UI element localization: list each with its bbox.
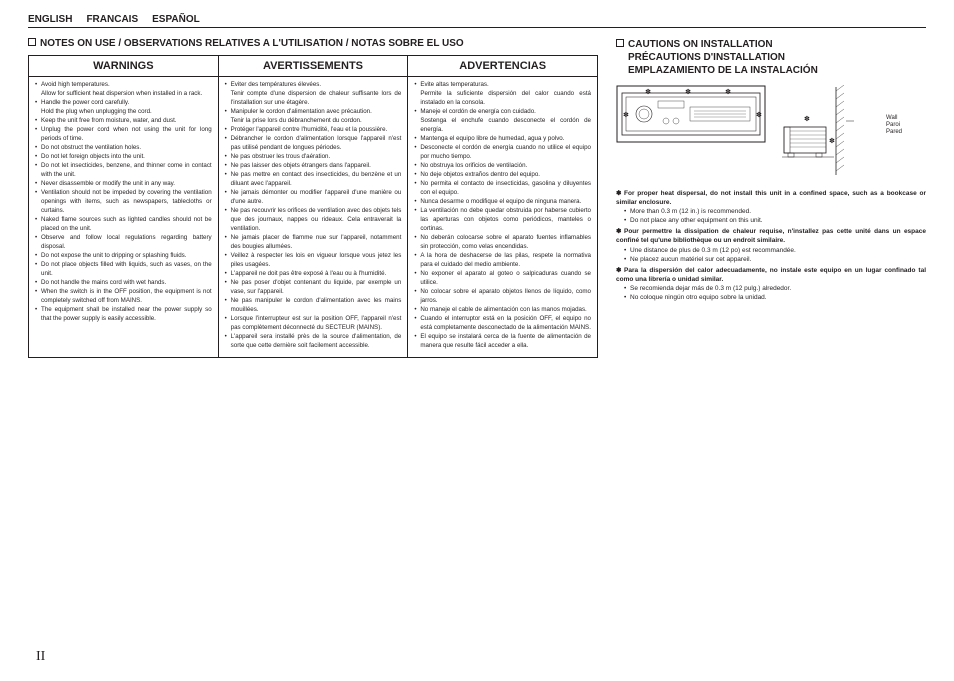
warning-item: Unplug the power cord when not using the… [35, 126, 212, 144]
caution-fr-b1: Une distance de plus de 0.3 m (12 po) es… [624, 246, 926, 255]
warning-item: When the switch is in the OFF position, … [35, 288, 212, 306]
warning-item: Evite altas temperaturas.Permite la sufi… [414, 81, 591, 108]
warning-item: Mantenga el equipo libre de humedad, agu… [414, 135, 591, 144]
warning-item: El equipo se instalará cerca de la fuent… [414, 333, 591, 351]
notes-title: NOTES ON USE / OBSERVATIONS RELATIVES A … [28, 38, 598, 49]
lang-es: ESPAÑOL [152, 14, 200, 25]
warning-item: No maneje el cable de alimentación con l… [414, 306, 591, 315]
installation-diagram: ✽ ✽ ✽ ✽ ✽ [616, 85, 926, 177]
cautions-title: CAUTIONS ON INSTALLATION PRÉCAUTIONS D'I… [616, 38, 926, 77]
warning-item: Do not place objects filled with liquids… [35, 261, 212, 279]
caution-fr-b2: Ne placez aucun matériel sur cet apparei… [624, 255, 926, 264]
warning-item: Avoid high temperatures.Allow for suffic… [35, 81, 212, 99]
svg-text:✽: ✽ [829, 137, 835, 145]
warning-item: Débrancher le cordon d'alimentation lors… [225, 135, 402, 153]
warning-item: Ne pas laisser des objets étrangers dans… [225, 162, 402, 171]
warning-item: Nunca desarme o modifique el equipo de n… [414, 198, 591, 207]
wall-label: Wall Paroi Pared [886, 115, 902, 137]
caution-es-heading: Para la dispersión del calor adecuadamen… [616, 267, 926, 283]
warning-item: Do not let insecticides, benzene, and th… [35, 162, 212, 180]
caution-en-heading: For proper heat dispersal, do not instal… [616, 190, 926, 206]
warning-item: Ne pas obstruer les trous d'aération. [225, 153, 402, 162]
warning-item: La ventilación no debe quedar obstruida … [414, 207, 591, 234]
warning-item: No colocar sobre el aparato objetos llen… [414, 288, 591, 306]
col-header-fr: AVERTISSEMENTS [218, 56, 408, 77]
warning-item: No deje objetos extraños dentro del equi… [414, 171, 591, 180]
warning-item: Ne pas recouvrir les orifices de ventila… [225, 207, 402, 234]
warning-item: Cuando el interruptor está en la posició… [414, 315, 591, 333]
svg-text:✽: ✽ [645, 88, 651, 96]
warning-item: Do not expose the unit to dripping or sp… [35, 252, 212, 261]
warning-item: Ne pas poser d'objet contenant du liquid… [225, 279, 402, 297]
warning-item: Lorsque l'interrupteur est sur la positi… [225, 315, 402, 333]
warning-item: No permita el contacto de insecticidas, … [414, 180, 591, 198]
warning-item: Never disassemble or modify the unit in … [35, 180, 212, 189]
warning-item: Observe and follow local regulations reg… [35, 234, 212, 252]
svg-text:✽: ✽ [685, 88, 691, 96]
diagram-front-view: ✽ ✽ ✽ ✽ ✽ [616, 85, 766, 143]
caution-es-b2: No coloque ningún otro equipo sobre la u… [624, 293, 926, 302]
warning-item: No deberán colocarse sobre el aparato fu… [414, 234, 591, 252]
warnings-en-cell: Avoid high temperatures.Allow for suffic… [29, 77, 219, 358]
warnings-fr-cell: Eviter des températures élevées.Tenir co… [218, 77, 408, 358]
svg-text:✽: ✽ [804, 115, 810, 123]
caution-es-b1: Se recomienda dejar más de 0.3 m (12 pul… [624, 284, 926, 293]
warning-item: Ne pas mettre en contact des insecticide… [225, 171, 402, 189]
warning-item: Ventilation should not be impeded by cov… [35, 189, 212, 216]
warning-item: Keep the unit free from moisture, water,… [35, 117, 212, 126]
warning-item: Do not handle the mains cord with wet ha… [35, 279, 212, 288]
warning-item: Maneje el cordón de energía con cuidado.… [414, 108, 591, 135]
svg-text:✽: ✽ [725, 88, 731, 96]
warning-item: Naked flame sources such as lighted cand… [35, 216, 212, 234]
warning-item: Handle the power cord carefully.Hold the… [35, 99, 212, 117]
warning-item: Ne pas manipuler le cordon d'alimentatio… [225, 297, 402, 315]
warning-item: Eviter des températures élevées.Tenir co… [225, 81, 402, 108]
warning-item: A la hora de deshacerse de las pilas, re… [414, 252, 591, 270]
warning-item: Ne jamais démonter ou modifier l'apparei… [225, 189, 402, 207]
lang-en: ENGLISH [28, 14, 72, 25]
language-tabs: ENGLISH FRANCAIS ESPAÑOL [28, 14, 926, 28]
caution-fr-heading: Pour permettre la dissipation de chaleur… [616, 228, 926, 244]
col-header-en: WARNINGS [29, 56, 219, 77]
warning-item: No obstruya los orificios de ventilación… [414, 162, 591, 171]
page-number: II [36, 649, 45, 665]
warning-item: Desconecte el cordón de energía cuando n… [414, 144, 591, 162]
warnings-es-cell: Evite altas temperaturas.Permite la sufi… [408, 77, 598, 358]
warning-item: Manipuler le cordon d'alimentation avec … [225, 108, 402, 126]
svg-text:✽: ✽ [623, 111, 629, 119]
cautions-body: ✽For proper heat dispersal, do not insta… [616, 189, 926, 302]
warning-item: Do not let foreign objects into the unit… [35, 153, 212, 162]
warning-item: Protéger l'appareil contre l'humidité, l… [225, 126, 402, 135]
svg-text:✽: ✽ [756, 111, 762, 119]
warning-item: Do not obstruct the ventilation holes. [35, 144, 212, 153]
col-header-es: ADVERTENCIAS [408, 56, 598, 77]
warning-item: Veillez à respecter les lois en vigueur … [225, 252, 402, 270]
lang-fr: FRANCAIS [86, 14, 138, 25]
diagram-side-view: ✽ ✽ [776, 85, 876, 177]
warning-item: Ne jamais placer de flamme nue sur l'app… [225, 234, 402, 252]
warnings-table: WARNINGS AVERTISSEMENTS ADVERTENCIAS Avo… [28, 55, 598, 358]
warning-item: L'appareil sera installé près de la sour… [225, 333, 402, 351]
caution-en-b1: More than 0.3 m (12 in.) is recommended. [624, 207, 926, 216]
caution-en-b2: Do not place any other equipment on this… [624, 216, 926, 225]
warning-item: L'appareil ne doit pas être exposé à l'e… [225, 270, 402, 279]
warning-item: The equipment shall be installed near th… [35, 306, 212, 324]
warning-item: No exponer el aparato al goteo o salpica… [414, 270, 591, 288]
